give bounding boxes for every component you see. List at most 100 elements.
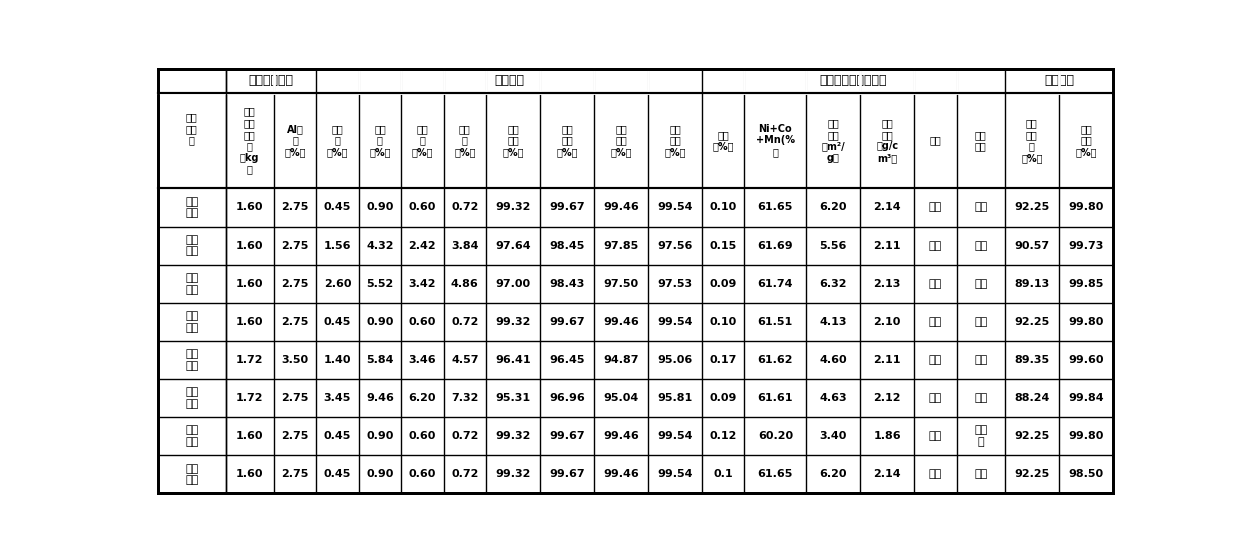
Text: 0.17: 0.17 bbox=[709, 355, 737, 365]
Text: 2.14: 2.14 bbox=[873, 470, 901, 480]
Text: 99.67: 99.67 bbox=[549, 470, 585, 480]
Text: 合格: 合格 bbox=[929, 431, 942, 441]
Text: 2.75: 2.75 bbox=[281, 470, 309, 480]
Text: 94.87: 94.87 bbox=[604, 355, 639, 365]
Text: 3.40: 3.40 bbox=[820, 431, 847, 441]
Text: 99.80: 99.80 bbox=[1068, 203, 1104, 213]
Text: 92.25: 92.25 bbox=[1014, 470, 1049, 480]
Text: 4.32: 4.32 bbox=[366, 241, 393, 251]
Text: 渣率
（%）: 渣率 （%） bbox=[713, 130, 734, 152]
Text: 4.60: 4.60 bbox=[820, 355, 847, 365]
Text: 99.54: 99.54 bbox=[657, 203, 693, 213]
Text: 0.60: 0.60 bbox=[409, 203, 436, 213]
Text: 渣含
锂
（%）: 渣含 锂 （%） bbox=[326, 124, 348, 157]
Text: 对比
例一: 对比 例一 bbox=[185, 349, 198, 371]
Text: 95.31: 95.31 bbox=[496, 393, 531, 403]
Text: 1.72: 1.72 bbox=[236, 393, 263, 403]
Text: 99.32: 99.32 bbox=[495, 470, 531, 480]
Text: 渣含
钴
（%）: 渣含 钴 （%） bbox=[412, 124, 433, 157]
Text: 0.72: 0.72 bbox=[451, 203, 479, 213]
Text: 99.46: 99.46 bbox=[603, 203, 639, 213]
Text: 合格: 合格 bbox=[929, 203, 942, 213]
Text: 合格: 合格 bbox=[975, 278, 987, 289]
Text: 0.72: 0.72 bbox=[451, 470, 479, 480]
Text: 0.09: 0.09 bbox=[709, 278, 737, 289]
Text: 3.50: 3.50 bbox=[281, 355, 309, 365]
Text: 0.60: 0.60 bbox=[409, 317, 436, 327]
Text: 0.1: 0.1 bbox=[713, 470, 733, 480]
Text: 0.72: 0.72 bbox=[451, 317, 479, 327]
Text: 1.60: 1.60 bbox=[236, 241, 263, 251]
Text: 95.04: 95.04 bbox=[604, 393, 639, 403]
Text: 沉锂过程: 沉锂过程 bbox=[1044, 74, 1074, 87]
Text: 0.72: 0.72 bbox=[451, 431, 479, 441]
Text: 99.85: 99.85 bbox=[1068, 278, 1104, 289]
Text: 2.11: 2.11 bbox=[873, 241, 901, 251]
Text: 实施
例一: 实施 例一 bbox=[185, 197, 198, 218]
Text: 99.54: 99.54 bbox=[657, 317, 693, 327]
Text: 6.20: 6.20 bbox=[820, 203, 847, 213]
Text: 3.45: 3.45 bbox=[324, 393, 351, 403]
Text: 对比
例三: 对比 例三 bbox=[185, 426, 198, 447]
Text: 杂质: 杂质 bbox=[930, 135, 941, 145]
Text: 4.57: 4.57 bbox=[451, 355, 479, 365]
Text: 合格: 合格 bbox=[975, 393, 987, 403]
Text: 60.20: 60.20 bbox=[758, 431, 792, 441]
Text: 96.96: 96.96 bbox=[549, 393, 585, 403]
Text: 0.90: 0.90 bbox=[366, 203, 393, 213]
Text: 99.67: 99.67 bbox=[549, 317, 585, 327]
Text: 99.80: 99.80 bbox=[1068, 431, 1104, 441]
Text: 97.64: 97.64 bbox=[495, 241, 531, 251]
Text: 99.54: 99.54 bbox=[657, 470, 693, 480]
Text: 98.45: 98.45 bbox=[549, 241, 585, 251]
Text: 0.45: 0.45 bbox=[324, 431, 351, 441]
Text: 2.60: 2.60 bbox=[324, 278, 351, 289]
Text: 99.84: 99.84 bbox=[1068, 393, 1104, 403]
Text: 92.25: 92.25 bbox=[1014, 431, 1049, 441]
Text: 92.25: 92.25 bbox=[1014, 203, 1049, 213]
Text: 2.75: 2.75 bbox=[281, 431, 309, 441]
Text: 99.32: 99.32 bbox=[495, 431, 531, 441]
Text: 99.73: 99.73 bbox=[1068, 241, 1104, 251]
Text: 合格: 合格 bbox=[929, 393, 942, 403]
Text: 89.13: 89.13 bbox=[1014, 278, 1049, 289]
Text: 99.67: 99.67 bbox=[549, 203, 585, 213]
Text: 钴回
收率
（%）: 钴回 收率 （%） bbox=[610, 124, 632, 157]
Text: 锰回
收率
（%）: 锰回 收率 （%） bbox=[665, 124, 686, 157]
Text: Al含
量
（%）: Al含 量 （%） bbox=[284, 124, 306, 157]
Text: 镍回
收率
（%）: 镍回 收率 （%） bbox=[557, 124, 578, 157]
Text: 合格: 合格 bbox=[929, 317, 942, 327]
Text: 4.13: 4.13 bbox=[820, 317, 847, 327]
Text: 2.11: 2.11 bbox=[873, 355, 901, 365]
Text: 6.20: 6.20 bbox=[409, 393, 436, 403]
Text: 搓磨制粉过程: 搓磨制粉过程 bbox=[248, 74, 294, 87]
Text: 0.12: 0.12 bbox=[709, 431, 737, 441]
Text: 0.45: 0.45 bbox=[324, 470, 351, 480]
Text: 合格: 合格 bbox=[929, 278, 942, 289]
Text: 0.90: 0.90 bbox=[366, 317, 393, 327]
Text: 61.65: 61.65 bbox=[758, 203, 794, 213]
Text: 实施
例四: 实施 例四 bbox=[185, 311, 198, 333]
Text: 浸出过程: 浸出过程 bbox=[495, 74, 525, 87]
Text: 2.75: 2.75 bbox=[281, 278, 309, 289]
Text: 99.54: 99.54 bbox=[657, 431, 693, 441]
Text: 对比
例四: 对比 例四 bbox=[185, 463, 198, 485]
Text: 1.56: 1.56 bbox=[324, 241, 351, 251]
Text: 2.14: 2.14 bbox=[873, 203, 901, 213]
Text: 7.32: 7.32 bbox=[451, 393, 479, 403]
Text: 渣含
镍
（%）: 渣含 镍 （%） bbox=[370, 124, 391, 157]
Text: 95.06: 95.06 bbox=[657, 355, 693, 365]
Text: 1.40: 1.40 bbox=[324, 355, 351, 365]
Text: 4.63: 4.63 bbox=[820, 393, 847, 403]
Text: 锂总
回收
率
（%）: 锂总 回收 率 （%） bbox=[1021, 118, 1043, 163]
Text: 3.84: 3.84 bbox=[451, 241, 479, 251]
Text: 合格: 合格 bbox=[929, 355, 942, 365]
Text: 97.50: 97.50 bbox=[604, 278, 639, 289]
Text: 96.45: 96.45 bbox=[549, 355, 585, 365]
Text: 92.25: 92.25 bbox=[1014, 317, 1049, 327]
Text: 0.09: 0.09 bbox=[709, 393, 737, 403]
Text: 4.86: 4.86 bbox=[451, 278, 479, 289]
Text: 1.60: 1.60 bbox=[236, 431, 263, 441]
Text: 2.75: 2.75 bbox=[281, 241, 309, 251]
Text: 89.35: 89.35 bbox=[1014, 355, 1049, 365]
